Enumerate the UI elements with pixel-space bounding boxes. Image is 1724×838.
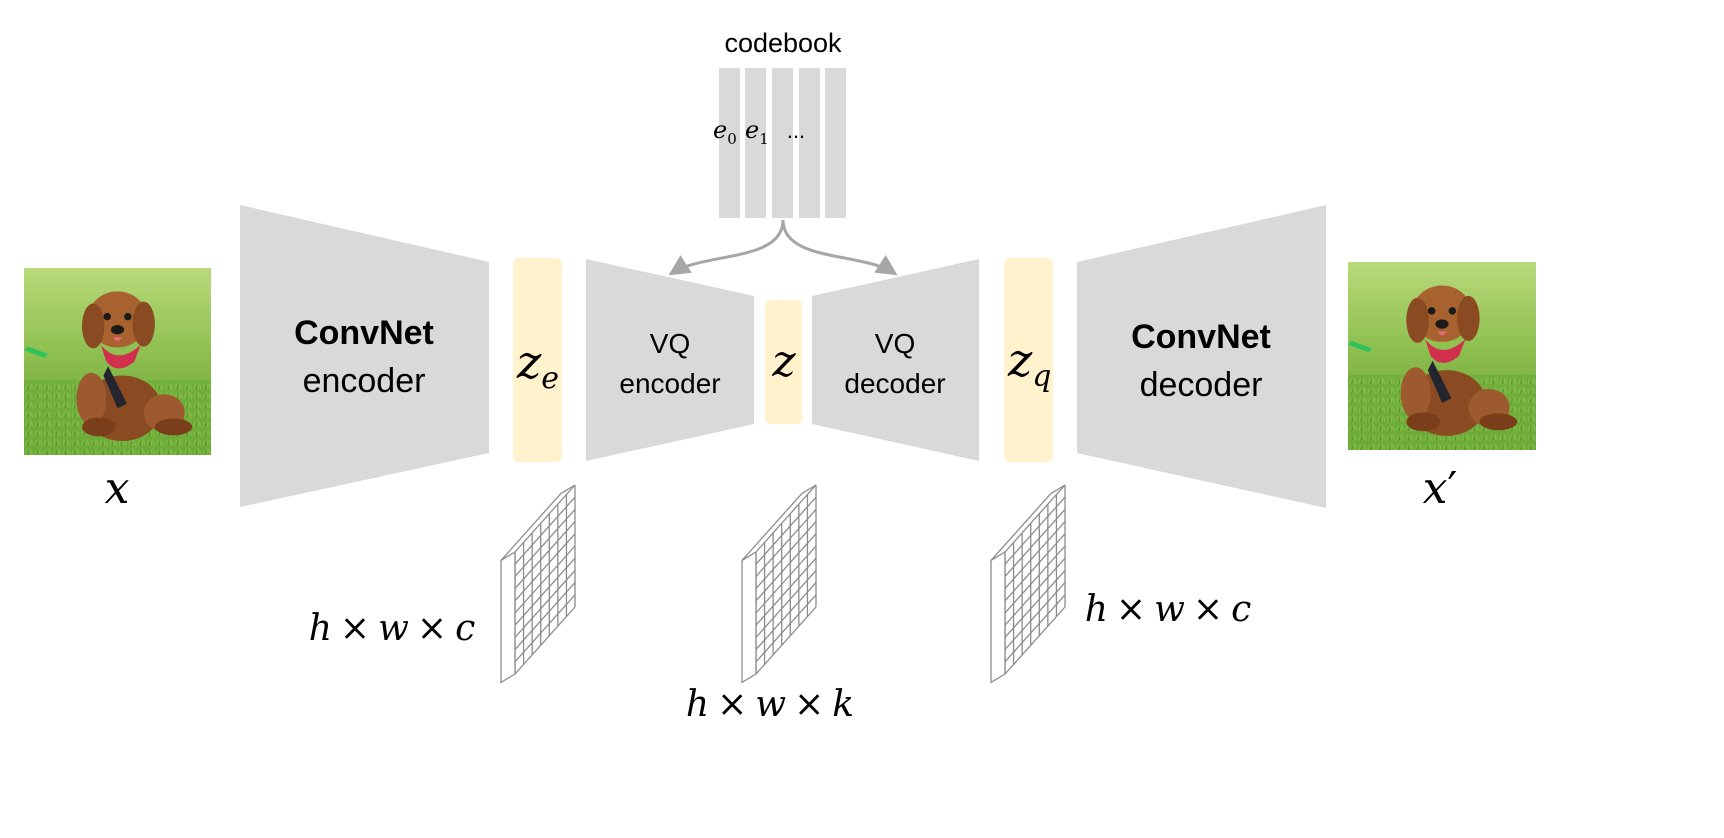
convnet-decoder-subtitle: decoder bbox=[1140, 366, 1263, 404]
codebook-title: codebook bbox=[724, 28, 842, 58]
codebook-column bbox=[799, 68, 820, 218]
vq-encoder-subtitle: encoder bbox=[619, 368, 720, 399]
shape-label-left: h × w × c bbox=[309, 608, 476, 649]
z-latent-block bbox=[765, 300, 802, 424]
shape-label-right: h × w × c bbox=[1085, 589, 1252, 630]
convnet-decoder-title: ConvNet bbox=[1131, 318, 1271, 356]
output-label: x′ bbox=[1423, 463, 1458, 514]
feature-map-grid-left bbox=[500, 484, 576, 684]
codebook-entry-ellipsis: ... bbox=[787, 118, 805, 143]
vq-decoder-title: VQ bbox=[875, 328, 915, 359]
input-image bbox=[24, 268, 211, 455]
zq-label: zq bbox=[1007, 333, 1051, 394]
ze-label: ze bbox=[516, 335, 559, 396]
codebook-column bbox=[772, 68, 793, 218]
convnet-encoder-title: ConvNet bbox=[294, 314, 434, 352]
codebook-column bbox=[745, 68, 766, 218]
input-label: x bbox=[105, 463, 130, 514]
vq-decoder-subtitle: decoder bbox=[844, 368, 945, 399]
codebook-entry-e1: e1 bbox=[745, 116, 769, 148]
codebook-column bbox=[825, 68, 846, 218]
codebook-column bbox=[719, 68, 740, 218]
convnet-encoder-block bbox=[240, 205, 489, 507]
vq-encoder-block bbox=[586, 259, 754, 461]
vq-decoder-block bbox=[812, 259, 979, 461]
vq-encoder-title: VQ bbox=[650, 328, 690, 359]
codebook-arrow-left bbox=[668, 219, 785, 276]
codebook-columns bbox=[719, 68, 846, 218]
shape-label-middle: h × w × k bbox=[686, 684, 854, 725]
convnet-decoder-block bbox=[1077, 205, 1326, 508]
z-label: z bbox=[771, 336, 796, 387]
feature-map-grid-right bbox=[990, 484, 1066, 684]
output-image bbox=[1348, 262, 1536, 450]
codebook-entry-e0: e0 bbox=[713, 116, 737, 148]
convnet-encoder-subtitle: encoder bbox=[303, 362, 426, 400]
zq-latent-block bbox=[1004, 258, 1053, 462]
ze-latent-block bbox=[513, 258, 562, 462]
feature-map-grid-middle bbox=[741, 484, 817, 684]
codebook-arrow-right bbox=[781, 219, 898, 276]
